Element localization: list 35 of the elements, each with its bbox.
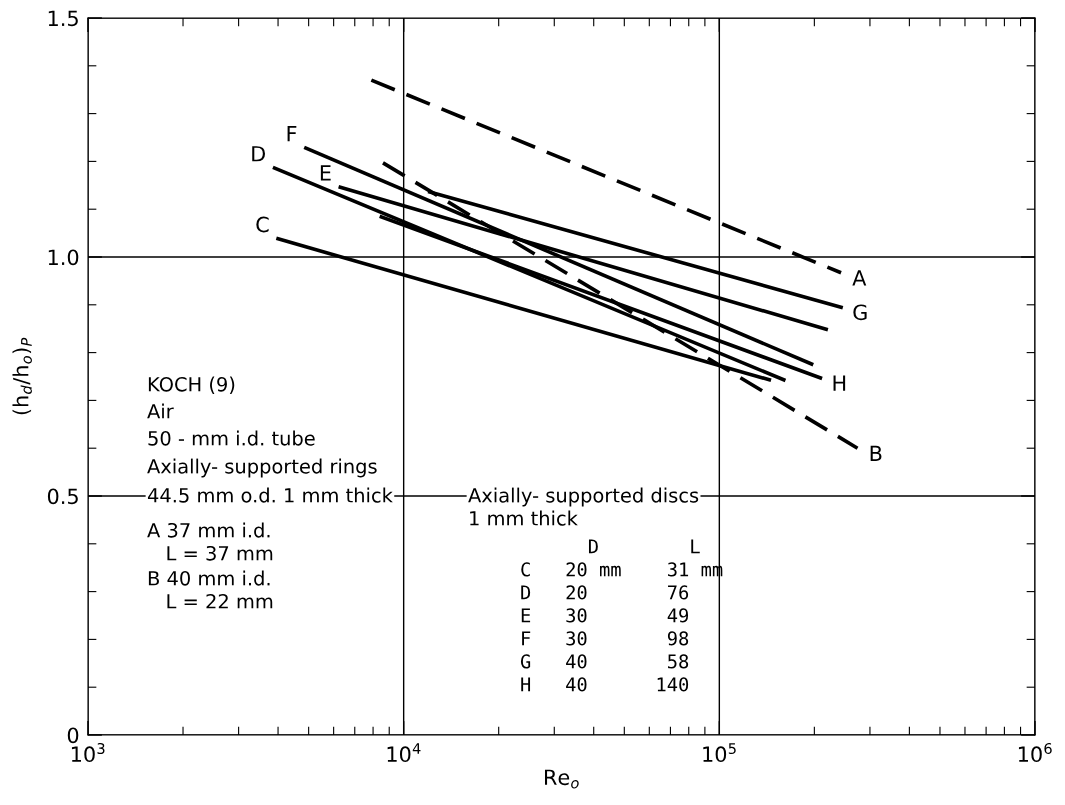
y-tick-label: 0.5 [47,488,78,505]
annotation: Axially- supported discs [468,487,699,507]
annotation: B 40 mm i.d. [148,570,270,586]
y-axis-title: (h$_{d}$/h$_{o}$)$_{P}$ [12,337,32,415]
y-tick-label: 0 [67,727,79,744]
annotation: D 20 76 [521,585,689,600]
y-tick-label: 1.0 [48,249,79,266]
series-label: E [320,165,331,181]
x-axis-title: Re$_{o}$ [545,769,579,789]
annotation: Air [147,403,174,419]
annotation: D L [588,539,700,554]
series-label: G [853,304,867,321]
annotation: F 30 98 [522,631,689,646]
series-label: F [287,126,297,142]
annotation: 50 - mm i.d. tube [148,430,315,446]
x-tick-label: 10$^{5}$ [703,743,736,763]
annotation: G 40 58 [520,654,689,669]
annotation: KOCH (9) [148,376,235,394]
annotation: A 37 mm i.d. [147,522,270,538]
y-tick-label: 1.5 [48,10,78,27]
series-label: B [870,445,882,461]
series-label: A [852,270,867,286]
series-label: H [833,375,846,391]
series-label: D [252,146,266,162]
annotation: L = 37 mm [167,545,273,561]
annotation: 44.5 mm o.d. 1 mm thick [147,487,393,503]
series-label: C [256,216,269,233]
annotation: Axially- supported rings [147,458,377,478]
x-tick-label: 10$^{3}$ [71,742,105,763]
x-tick-label: 10$^{4}$ [387,743,421,763]
annotation: L = 22 mm [167,593,273,609]
annotation: E 30 49 [521,608,689,623]
annotation: 1 mm thick [470,510,578,526]
x-tick-label: 10$^{6}$ [1018,742,1052,763]
annotation: H 40 140 [521,677,689,692]
